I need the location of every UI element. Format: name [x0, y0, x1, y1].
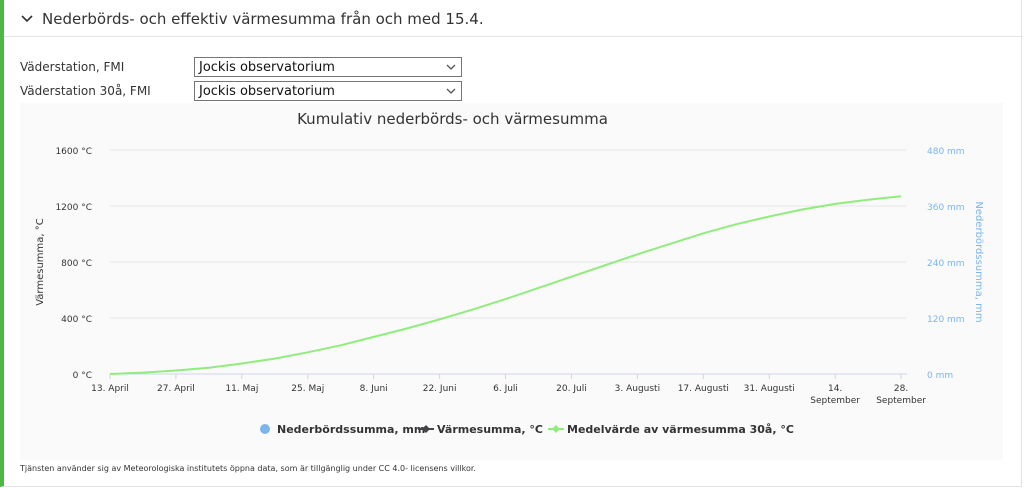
x-tick-label: September: [876, 396, 926, 406]
legend-symbol-diamond: [552, 425, 560, 433]
legend-symbol-circle: [260, 424, 270, 434]
station-select[interactable]: Jockis observatorium: [194, 57, 462, 77]
x-tick-label: 13. April: [91, 384, 129, 394]
y-axis-title: Värmesumma, °C: [35, 218, 46, 306]
chevron-down-icon: [446, 88, 456, 94]
x-tick-label: 3. Augusti: [615, 384, 660, 394]
series-line-medelvarde: [109, 195, 902, 375]
station-select-value: Jockis observatorium: [199, 59, 335, 75]
x-tick-label: 14.: [828, 384, 842, 394]
y-tick-label: 800 °C: [61, 259, 92, 269]
legend-item-label: Medelvärde av värmesumma 30å, °C: [567, 423, 794, 436]
x-tick-label: 17. Augusti: [678, 384, 729, 394]
x-tick-label: 22. Juni: [423, 384, 457, 394]
x-tick-label: 6. Juli: [493, 384, 518, 394]
y-tick-label: 1600 °C: [55, 147, 92, 157]
legend-item-label: Nederbördssumma, mm: [277, 423, 425, 436]
footer-note: Tjänsten använder sig av Meteorologiska …: [20, 464, 476, 473]
x-tick-label: September: [810, 396, 860, 406]
header-divider: [4, 36, 1023, 37]
station30-label: Väderstation 30å, FMI: [20, 84, 151, 98]
station-label: Väderstation, FMI: [20, 60, 125, 74]
y2-tick-label: 0 mm: [927, 371, 953, 381]
chart: Kumulativ nederbörds- och värmesumma 1600…: [35, 110, 984, 436]
x-tick-label: 8. Juni: [360, 384, 388, 394]
x-tick-label: 31. Augusti: [744, 384, 795, 394]
legend-symbol-diamond: [422, 425, 430, 433]
chevron-down-icon: [446, 64, 456, 70]
x-tick-label: 25. Maj: [291, 384, 324, 394]
y-tick-label: 1200 °C: [55, 203, 92, 213]
x-tick-label: 20. Juli: [556, 384, 587, 394]
section-title: Nederbörds- och effektiv värmesumma från…: [42, 10, 484, 28]
y2-tick-label: 120 mm: [927, 315, 965, 325]
x-tick-label: 27. April: [157, 384, 195, 394]
x-tick-label: 11. Maj: [225, 384, 258, 394]
x-tick-label: 28.: [894, 384, 908, 394]
y2-tick-label: 240 mm: [927, 259, 965, 269]
y-tick-label: 400 °C: [61, 315, 92, 325]
chevron-down-icon: [21, 15, 33, 23]
y-tick-label: 0 °C: [73, 371, 92, 381]
station-row: Väderstation, FMI Jockis observatorium: [20, 57, 462, 77]
station30-select[interactable]: Jockis observatorium: [194, 81, 462, 101]
chart-title: Kumulativ nederbörds- och värmesumma: [297, 110, 608, 128]
legend-item-label: Värmesumma, °C: [437, 423, 543, 436]
station30-row: Väderstation 30å, FMI Jockis observatori…: [20, 81, 462, 101]
chart-container: Kumulativ nederbörds- och värmesumma 1600…: [20, 103, 1003, 460]
y2-tick-label: 360 mm: [927, 203, 965, 213]
y2-tick-label: 480 mm: [927, 147, 965, 157]
y2-axis-title: Nederbördssumma, mm: [973, 201, 984, 322]
section-toggle[interactable]: Nederbörds- och effektiv värmesumma från…: [20, 8, 484, 30]
station30-select-value: Jockis observatorium: [199, 83, 335, 99]
